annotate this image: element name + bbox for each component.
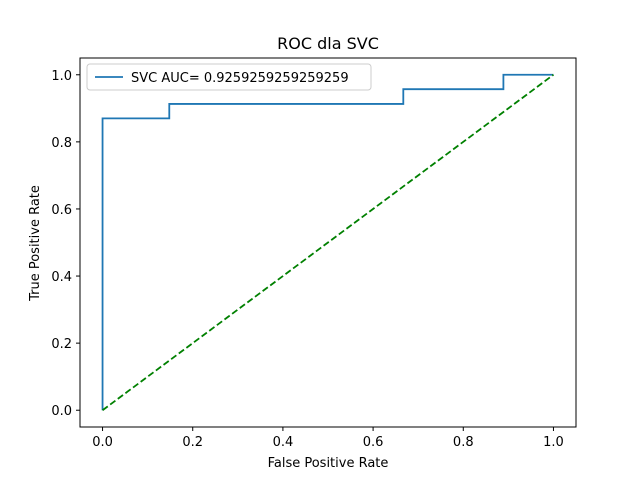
chart-title: ROC dla SVC bbox=[277, 34, 379, 53]
x-axis-label: False Positive Rate bbox=[268, 456, 389, 471]
x-tick-label: 1.0 bbox=[543, 435, 564, 450]
y-tick-label: 1.0 bbox=[51, 69, 72, 84]
y-tick-label: 0.2 bbox=[51, 337, 72, 352]
y-tick-label: 0.4 bbox=[51, 270, 72, 285]
legend-label: SVC AUC= 0.9259259259259259 bbox=[131, 71, 349, 86]
x-tick-label: 0.8 bbox=[453, 435, 474, 450]
roc-curve-line bbox=[101, 73, 554, 411]
axis-ticks: 0.0 0.2 0.4 0.6 0.8 1.0 0.0 0.2 0.4 0.6 0.8 1.0 bbox=[51, 69, 563, 450]
y-tick-label: 0.8 bbox=[51, 136, 72, 151]
y-tick-label: 0.0 bbox=[51, 404, 72, 419]
x-tick-label: 0.2 bbox=[182, 435, 203, 450]
legend: SVC AUC= 0.9259259259259259 bbox=[86, 63, 372, 91]
x-tick-label: 0.0 bbox=[92, 435, 113, 450]
axes-frame bbox=[79, 57, 577, 428]
plot-area bbox=[79, 57, 577, 428]
x-tick-label: 0.6 bbox=[363, 435, 384, 450]
y-axis-label: True Positive Rate bbox=[28, 185, 43, 302]
chance-diagonal-line bbox=[102, 74, 554, 411]
legend-box bbox=[86, 63, 372, 91]
y-tick-label: 0.6 bbox=[51, 203, 72, 218]
x-tick-label: 0.4 bbox=[273, 435, 294, 450]
